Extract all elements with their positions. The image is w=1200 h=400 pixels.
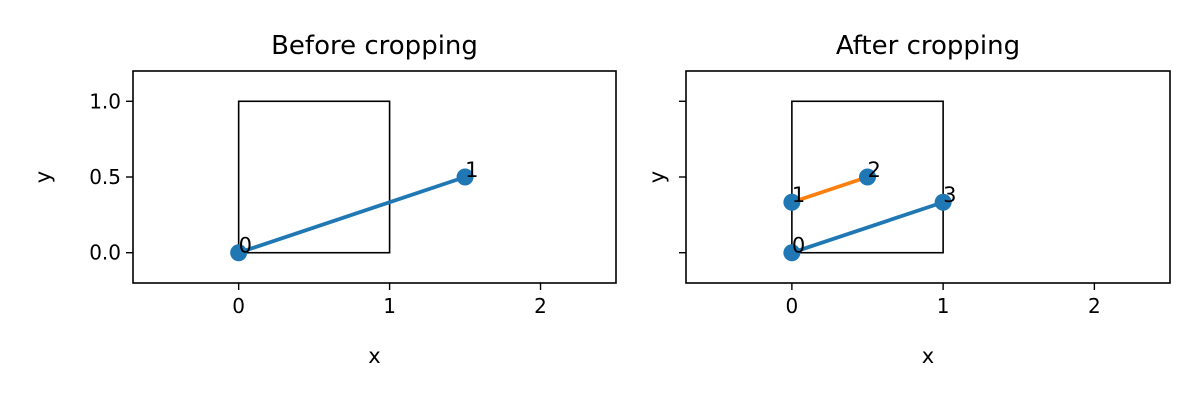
series-line-1 <box>238 175 466 255</box>
x-tick-label: 0 <box>786 294 799 318</box>
point-label: 0 <box>239 234 252 258</box>
axes-frame <box>685 70 1171 284</box>
point-label: 0 <box>792 234 805 258</box>
point-marker <box>783 244 801 262</box>
x-tick-label: 0 <box>232 294 245 318</box>
y-tick-label: 0.0 <box>89 241 121 265</box>
y-tick-label: 0.5 <box>89 165 121 189</box>
point-label: 1 <box>465 158 478 182</box>
series-line-1 <box>791 200 944 255</box>
chart-title: After cropping <box>836 31 1020 61</box>
axes-frame <box>132 70 617 284</box>
x-axis-label: x <box>922 344 934 368</box>
x-tick-label: 2 <box>1088 294 1101 318</box>
series-line-2 <box>791 175 869 205</box>
point-marker <box>230 244 248 262</box>
x-tick-label: 1 <box>937 294 950 318</box>
chart-title: Before cropping <box>271 31 478 61</box>
crop-box <box>791 100 944 254</box>
x-axis-label: x <box>368 344 380 368</box>
point-marker <box>859 168 876 186</box>
x-tick-label: 2 <box>534 294 547 318</box>
point-label: 3 <box>943 183 956 207</box>
point-marker <box>456 168 474 186</box>
crop-box <box>237 100 391 254</box>
point-marker <box>783 193 801 211</box>
y-axis-label: y <box>645 171 669 183</box>
y-axis-label: y <box>31 171 55 183</box>
subplot-1: Before cropping 0 1 2 0.0 0.5 1.0 x y 0 1 <box>31 31 617 368</box>
point-label: 1 <box>792 183 805 207</box>
point-label: 2 <box>868 158 881 182</box>
subplot-2: After cropping 0 1 2 x y 0 3 1 2 <box>645 31 1171 368</box>
y-tick-label: 1.0 <box>89 89 121 113</box>
x-tick-label: 1 <box>383 294 396 318</box>
point-marker <box>934 193 952 211</box>
